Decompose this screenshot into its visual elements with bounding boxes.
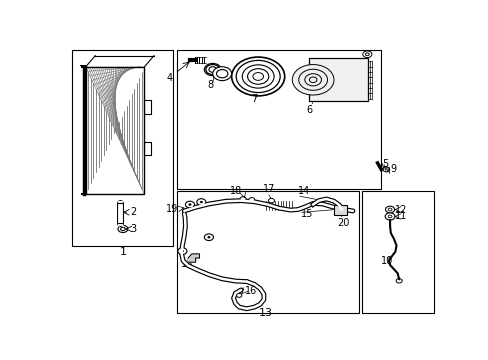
- Circle shape: [309, 77, 316, 82]
- Text: 16: 16: [180, 258, 192, 269]
- Bar: [355, 66, 366, 72]
- Circle shape: [236, 60, 280, 93]
- Circle shape: [395, 279, 401, 283]
- Circle shape: [387, 215, 391, 218]
- Text: 8: 8: [207, 80, 213, 90]
- Text: 19: 19: [166, 204, 178, 214]
- Circle shape: [385, 206, 394, 213]
- Bar: [333, 204, 346, 215]
- Text: 14: 14: [297, 186, 309, 195]
- Circle shape: [242, 65, 274, 88]
- Bar: [176, 191, 358, 314]
- Circle shape: [292, 64, 333, 95]
- Circle shape: [231, 57, 284, 96]
- Text: 17: 17: [262, 184, 274, 194]
- Polygon shape: [188, 254, 199, 262]
- Circle shape: [385, 213, 394, 220]
- Circle shape: [204, 234, 213, 240]
- Circle shape: [365, 53, 368, 56]
- Circle shape: [304, 74, 321, 86]
- Circle shape: [196, 199, 205, 205]
- Text: 4: 4: [166, 73, 172, 83]
- Circle shape: [362, 51, 371, 58]
- Text: 3: 3: [130, 224, 136, 234]
- Text: 12: 12: [395, 204, 407, 215]
- Text: 11: 11: [395, 211, 407, 221]
- Polygon shape: [85, 67, 144, 194]
- Circle shape: [387, 208, 391, 211]
- Circle shape: [188, 204, 191, 205]
- Circle shape: [248, 198, 254, 202]
- Circle shape: [298, 69, 327, 90]
- Circle shape: [181, 250, 183, 252]
- Bar: [176, 50, 381, 189]
- Circle shape: [121, 227, 125, 231]
- Circle shape: [200, 201, 202, 203]
- Text: 5: 5: [381, 159, 387, 169]
- Text: 2: 2: [130, 207, 136, 217]
- Text: 20: 20: [337, 219, 349, 228]
- Circle shape: [247, 69, 268, 84]
- Circle shape: [207, 237, 210, 238]
- Circle shape: [185, 201, 194, 208]
- Text: 16: 16: [244, 286, 257, 296]
- Circle shape: [212, 67, 231, 81]
- Circle shape: [205, 64, 219, 75]
- Text: 10: 10: [380, 256, 392, 266]
- Text: 9: 9: [390, 164, 396, 174]
- Circle shape: [240, 197, 245, 201]
- Circle shape: [216, 69, 227, 78]
- Circle shape: [208, 67, 216, 72]
- Bar: [309, 58, 367, 102]
- Circle shape: [118, 225, 127, 233]
- Bar: [72, 50, 173, 246]
- Text: 1: 1: [120, 247, 127, 257]
- Bar: [362, 191, 433, 314]
- Text: 13: 13: [258, 308, 272, 318]
- Circle shape: [252, 73, 263, 80]
- Text: 18: 18: [229, 186, 242, 195]
- Circle shape: [236, 293, 242, 297]
- Text: 7: 7: [251, 94, 257, 104]
- Text: 15: 15: [300, 209, 312, 219]
- Circle shape: [178, 248, 186, 255]
- Circle shape: [204, 63, 221, 76]
- Circle shape: [268, 198, 274, 203]
- Text: 6: 6: [306, 105, 312, 115]
